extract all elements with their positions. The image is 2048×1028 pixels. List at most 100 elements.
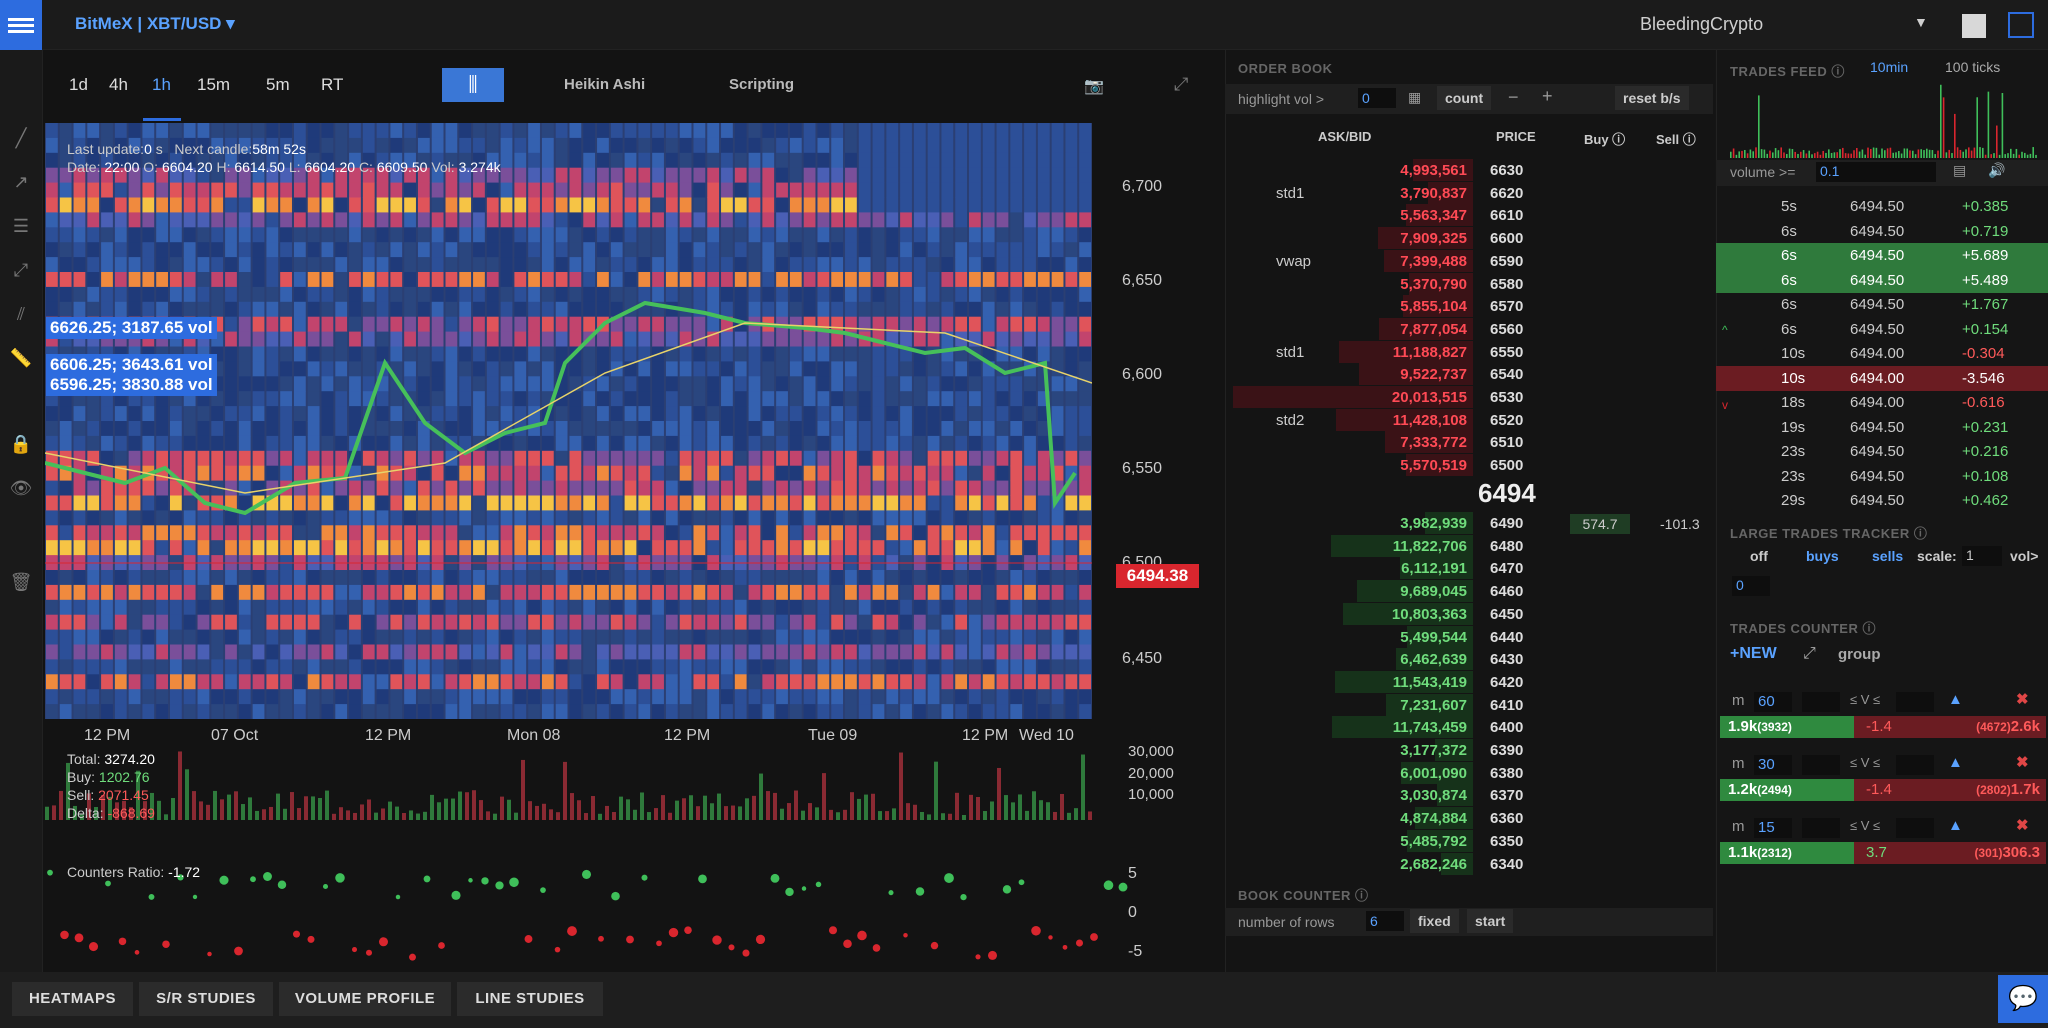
ask-row[interactable]: 4,993,561 6630 bbox=[1225, 159, 1715, 181]
trade-row[interactable]: 23s 6494.50 +0.108 bbox=[1716, 464, 2048, 489]
lock-icon[interactable]: 🔒 bbox=[9, 434, 33, 454]
counter-chart-icon[interactable]: ▲ bbox=[1948, 817, 1963, 834]
bid-row[interactable]: 7,231,607 6410 bbox=[1225, 693, 1715, 716]
trade-row[interactable]: 5s 6494.50 +0.385 bbox=[1716, 194, 2048, 219]
bid-row[interactable]: 5,485,792 6350 bbox=[1225, 829, 1715, 852]
group-button[interactable]: group bbox=[1838, 646, 1881, 663]
fullscreen-toggle-icon[interactable] bbox=[2008, 12, 2034, 38]
fixed-button[interactable]: fixed bbox=[1410, 909, 1459, 933]
counter-max-vol-input[interactable] bbox=[1896, 755, 1934, 775]
trade-row[interactable]: 19s 6494.50 +0.231 bbox=[1716, 415, 2048, 440]
counter-minutes-input[interactable]: 30 bbox=[1754, 755, 1792, 775]
large-trades-sells[interactable]: sells bbox=[1872, 548, 1904, 564]
bid-row[interactable]: 4,874,884 6360 bbox=[1225, 807, 1715, 830]
heikin-ashi-tab[interactable]: Heikin Ashi bbox=[564, 76, 646, 93]
channel-tool-icon[interactable]: ⫽ bbox=[16, 304, 26, 324]
trade-row[interactable]: 29s 6494.50 +0.462 bbox=[1716, 488, 2048, 513]
bid-row[interactable]: 3,030,874 6370 bbox=[1225, 784, 1715, 807]
large-trades-buys[interactable]: buys bbox=[1806, 548, 1839, 564]
close-icon[interactable]: ✖ bbox=[2016, 754, 2029, 771]
timeframe-5m[interactable]: 5m bbox=[266, 75, 290, 94]
start-button[interactable]: start bbox=[1467, 909, 1514, 933]
trade-row[interactable]: 10s 6494.00 -0.304 bbox=[1716, 341, 2048, 366]
ask-row[interactable]: 20,013,515 6530 bbox=[1225, 386, 1715, 408]
count-button[interactable]: count bbox=[1437, 86, 1492, 110]
path-tool-icon[interactable]: ⤢ bbox=[13, 260, 29, 280]
bid-row[interactable]: 6,112,191 6470 bbox=[1225, 557, 1715, 580]
ask-row[interactable]: 7,877,054 6560 bbox=[1225, 317, 1715, 340]
close-icon[interactable]: ✖ bbox=[2016, 817, 2029, 834]
trade-row[interactable]: 6s 6494.50 +0.154 bbox=[1716, 317, 2048, 342]
tab-line-studies[interactable]: LINE STUDIES bbox=[457, 982, 603, 1016]
bid-row[interactable]: 5,499,544 6440 bbox=[1225, 625, 1715, 648]
horizontal-lines-tool-icon[interactable]: ☰ bbox=[12, 216, 30, 236]
rows-input[interactable]: 6 bbox=[1366, 911, 1404, 931]
market-selector[interactable]: BitMeX | XBT/USD ▾ bbox=[75, 14, 235, 33]
chevron-down-icon[interactable]: v bbox=[1722, 398, 1728, 412]
camera-icon[interactable]: 📷 bbox=[1084, 78, 1104, 95]
trash-icon[interactable]: 🗑 bbox=[9, 572, 33, 592]
tab-sr-studies[interactable]: S/R STUDIES bbox=[139, 982, 273, 1016]
timeframe-15m[interactable]: 15m bbox=[197, 75, 231, 94]
chart-icon[interactable]: ▦ bbox=[1408, 89, 1422, 105]
counter-max-vol-input[interactable] bbox=[1896, 818, 1934, 838]
counter-chart-icon[interactable]: ▲ bbox=[1948, 691, 1963, 708]
minus-icon[interactable]: − bbox=[1508, 87, 1519, 107]
large-vol-input[interactable]: 0 bbox=[1732, 576, 1770, 596]
plus-icon[interactable]: + bbox=[1542, 86, 1553, 106]
chevron-up-icon[interactable]: ^ bbox=[1722, 323, 1728, 337]
ask-row[interactable]: 5,570,519 6500 bbox=[1225, 454, 1715, 477]
scale-input[interactable]: 1 bbox=[1962, 546, 2002, 566]
ask-row[interactable]: 5,855,104 6570 bbox=[1225, 295, 1715, 318]
timeframe-1d[interactable]: 1d bbox=[69, 75, 88, 94]
reset-bs-button[interactable]: reset b/s bbox=[1615, 86, 1689, 110]
bid-row[interactable]: 10,803,363 6450 bbox=[1225, 602, 1715, 625]
hamburger-menu-icon[interactable] bbox=[0, 0, 42, 50]
expand-icon[interactable]: ⤢ bbox=[1174, 74, 1189, 94]
trade-row[interactable]: 6s 6494.50 +5.489 bbox=[1716, 267, 2048, 293]
bid-row[interactable]: 3,177,372 6390 bbox=[1225, 739, 1715, 761]
bid-row[interactable]: 6,462,639 6430 bbox=[1225, 648, 1715, 671]
tab-heatmaps[interactable]: HEATMAPS bbox=[12, 982, 133, 1016]
trade-row[interactable]: 6s 6494.50 +5.689 bbox=[1716, 243, 2048, 268]
ask-row[interactable]: 9,522,737 6540 bbox=[1225, 363, 1715, 386]
large-trades-off[interactable]: off bbox=[1750, 548, 1768, 564]
bid-row[interactable]: 6,001,090 6380 bbox=[1225, 761, 1715, 784]
scripting-tab[interactable]: Scripting bbox=[729, 76, 795, 93]
ruler-tool-icon[interactable]: 📏 bbox=[9, 348, 33, 368]
heatmap-chart[interactable] bbox=[45, 123, 1092, 719]
bid-row[interactable]: 11,543,419 6420 bbox=[1225, 670, 1715, 693]
ask-row[interactable]: 5,563,347 6610 bbox=[1225, 204, 1715, 227]
tab-10min[interactable]: 10min bbox=[1870, 59, 1909, 75]
layout-toggle-icon[interactable] bbox=[1962, 14, 1986, 38]
counter-min-vol-input[interactable] bbox=[1802, 755, 1840, 775]
user-name[interactable]: BleedingCrypto bbox=[1640, 14, 1764, 34]
bid-row[interactable]: 9,689,045 6460 bbox=[1225, 580, 1715, 603]
user-dropdown-icon[interactable]: ▼ bbox=[1914, 14, 1928, 30]
counter-minutes-input[interactable]: 15 bbox=[1754, 818, 1792, 838]
tab-volume-profile[interactable]: VOLUME PROFILE bbox=[279, 982, 451, 1016]
chat-icon[interactable]: 💬 bbox=[1998, 975, 2048, 1023]
bid-row[interactable]: 2,682,246 6340 bbox=[1225, 852, 1715, 875]
ask-row[interactable]: 11,428,108 6520 std2 bbox=[1225, 408, 1715, 431]
trade-row[interactable]: 18s 6494.00 -0.616 bbox=[1716, 390, 2048, 415]
bid-row[interactable]: 11,822,706 6480 bbox=[1225, 534, 1715, 557]
candlestick-button[interactable]: ⫼ bbox=[442, 68, 504, 102]
close-icon[interactable]: ✖ bbox=[2016, 691, 2029, 708]
ask-row[interactable]: 3,790,837 6620 std1 bbox=[1225, 181, 1715, 204]
counter-chart-icon[interactable]: ▲ bbox=[1948, 754, 1963, 771]
ask-row[interactable]: 5,370,790 6580 bbox=[1225, 272, 1715, 295]
trade-row[interactable]: 6s 6494.50 +1.767 bbox=[1716, 292, 2048, 317]
ask-row[interactable]: 11,188,827 6550 std1 bbox=[1225, 340, 1715, 363]
trade-row[interactable]: 6s 6494.50 +0.719 bbox=[1716, 219, 2048, 244]
trade-row[interactable]: 23s 6494.50 +0.216 bbox=[1716, 439, 2048, 464]
eye-icon[interactable]: 👁 bbox=[9, 478, 33, 498]
highlight-input[interactable]: 0 bbox=[1358, 88, 1396, 108]
bid-row[interactable]: 11,743,459 6400 bbox=[1225, 716, 1715, 739]
ask-row[interactable]: 7,333,772 6510 bbox=[1225, 431, 1715, 454]
line-tool-icon[interactable]: ╱ bbox=[15, 128, 27, 148]
bid-row[interactable]: 3,982,939 6490 bbox=[1225, 512, 1715, 534]
timeframe-1h[interactable]: 1h bbox=[152, 75, 171, 94]
ask-row[interactable]: 7,909,325 6600 bbox=[1225, 227, 1715, 250]
arrow-line-tool-icon[interactable]: ↗ bbox=[13, 172, 29, 192]
